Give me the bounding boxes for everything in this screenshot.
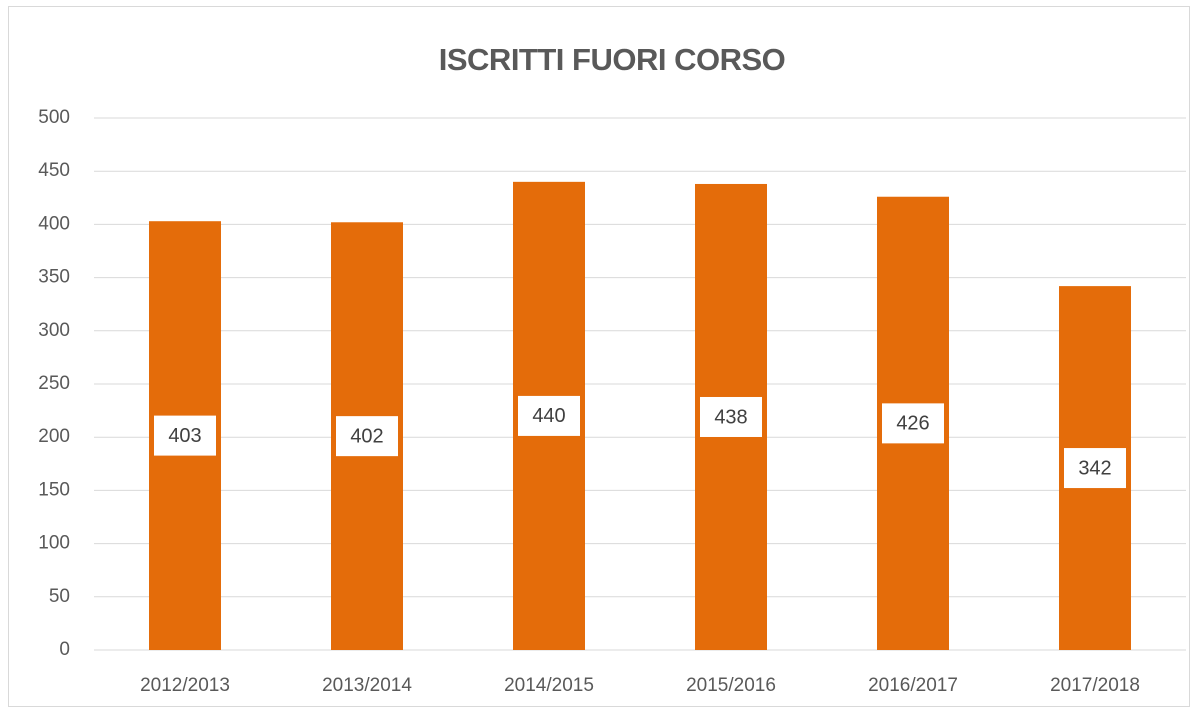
y-tick-label: 200 bbox=[38, 426, 70, 447]
data-label: 402 bbox=[350, 425, 383, 447]
y-tick-label: 350 bbox=[38, 267, 70, 288]
data-label-box bbox=[518, 395, 580, 436]
y-tick-label: 0 bbox=[59, 639, 70, 660]
y-tick-label: 400 bbox=[38, 213, 70, 234]
y-tick-label: 150 bbox=[38, 479, 70, 500]
y-tick-label: 250 bbox=[38, 373, 70, 394]
data-label-box bbox=[882, 403, 944, 444]
data-label: 426 bbox=[896, 413, 929, 435]
x-tick-label: 2017/2018 bbox=[1050, 675, 1140, 696]
y-tick-label: 500 bbox=[38, 107, 70, 128]
x-tick-label: 2012/2013 bbox=[140, 675, 230, 696]
y-tick-label: 450 bbox=[38, 160, 70, 181]
data-label-box bbox=[154, 415, 216, 456]
data-label: 440 bbox=[532, 405, 565, 427]
data-label: 403 bbox=[168, 425, 201, 447]
data-label-box bbox=[336, 416, 398, 457]
data-label-box bbox=[1064, 448, 1126, 489]
x-tick-label: 2013/2014 bbox=[322, 675, 412, 696]
y-tick-label: 50 bbox=[49, 586, 70, 607]
data-label-box bbox=[700, 396, 762, 437]
y-tick-label: 100 bbox=[38, 533, 70, 554]
data-label: 438 bbox=[714, 406, 747, 428]
data-label: 342 bbox=[1078, 457, 1111, 479]
x-tick-label: 2016/2017 bbox=[868, 675, 958, 696]
y-tick-label: 300 bbox=[38, 320, 70, 341]
x-tick-label: 2015/2016 bbox=[686, 675, 776, 696]
x-tick-label: 2014/2015 bbox=[504, 675, 594, 696]
chart-title: ISCRITTI FUORI CORSO bbox=[439, 42, 786, 77]
